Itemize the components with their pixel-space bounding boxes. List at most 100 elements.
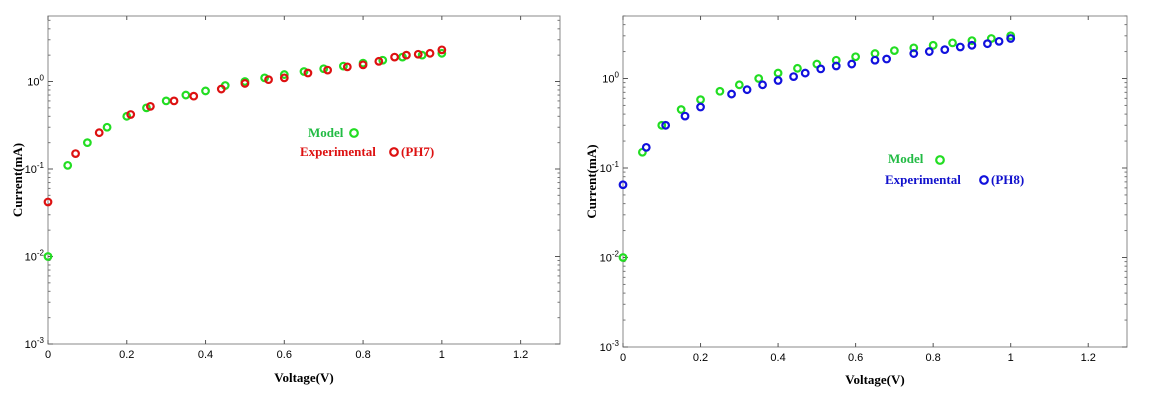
legend-entry-experimental: Experimental (PH7) xyxy=(300,144,434,159)
legend-entry-experimental: Experimental (PH8) xyxy=(885,172,1024,187)
series-experimental xyxy=(618,34,1016,190)
data-point xyxy=(425,48,435,58)
x-tick-label: 1 xyxy=(439,349,445,361)
data-point xyxy=(882,54,892,64)
data-point xyxy=(618,253,628,262)
y-tick-label: 10-1 xyxy=(600,160,620,175)
data-point xyxy=(657,120,667,130)
data-point xyxy=(800,68,810,78)
legend-label: Experimental xyxy=(885,172,961,187)
data-point xyxy=(924,47,934,56)
data-point xyxy=(816,64,826,74)
data-point xyxy=(390,52,399,62)
legend-suffix: (PH7) xyxy=(401,144,434,159)
x-tick-label: 0.4 xyxy=(770,352,785,364)
x-tick-label: 0.6 xyxy=(277,349,292,361)
data-point xyxy=(983,39,992,49)
legend-marker xyxy=(935,155,945,165)
data-point xyxy=(126,110,136,119)
data-point xyxy=(216,84,226,94)
data-point xyxy=(303,68,313,78)
series-model xyxy=(618,31,1016,262)
y-tick-label: 10-1 xyxy=(25,161,45,176)
data-point xyxy=(758,80,767,90)
data-point xyxy=(181,90,191,100)
data-point xyxy=(870,55,880,65)
data-point xyxy=(889,46,899,55)
x-tick-label: 0.8 xyxy=(355,349,370,361)
data-point xyxy=(715,86,725,96)
data-point xyxy=(279,70,289,79)
data-point xyxy=(102,122,112,132)
data-point xyxy=(338,61,348,71)
data-point xyxy=(43,197,53,207)
x-tick-label: 0.4 xyxy=(198,349,213,361)
x-tick-label: 1 xyxy=(1008,352,1014,364)
y-axis-title: Current(mA) xyxy=(10,143,25,217)
data-point xyxy=(754,74,764,83)
y-tick-label: 10-3 xyxy=(25,336,45,351)
chart-panel-1: 0 0.2 0.4 0.6 0.8 1 1.2 10-3 10-2 10-1 100 Voltage(… xyxy=(10,15,561,385)
data-point xyxy=(358,60,368,70)
legend-entry-model: Model xyxy=(888,151,945,166)
data-point xyxy=(413,49,423,59)
data-point xyxy=(189,91,199,101)
data-point xyxy=(967,36,977,46)
data-point xyxy=(279,73,289,83)
data-point xyxy=(661,120,671,130)
data-point xyxy=(437,48,447,58)
data-point xyxy=(773,68,783,78)
plot-frame xyxy=(622,15,1128,348)
series-experimental xyxy=(43,45,447,207)
data-point xyxy=(696,95,705,105)
data-point xyxy=(789,72,798,82)
legend-label: Experimental xyxy=(300,144,376,159)
x-tick-label: 0.8 xyxy=(926,352,941,364)
data-point xyxy=(402,50,411,60)
data-point xyxy=(641,142,651,152)
x-tick-label: 0 xyxy=(45,349,51,361)
legend-suffix: (PH8) xyxy=(991,172,1024,187)
y-tick-label: 100 xyxy=(27,74,44,89)
data-point xyxy=(437,45,447,55)
legend-marker xyxy=(979,175,989,185)
data-point xyxy=(240,79,250,88)
data-point xyxy=(374,56,384,66)
data-point xyxy=(201,86,210,96)
data-point xyxy=(948,38,957,48)
data-point xyxy=(342,62,352,72)
data-point xyxy=(378,55,388,65)
y-axis-title: Current(mA) xyxy=(584,144,599,218)
legend-entry-model: Model xyxy=(308,125,359,140)
series-model xyxy=(43,48,447,261)
data-point xyxy=(909,49,919,58)
data-point xyxy=(955,42,965,52)
data-point xyxy=(967,40,977,50)
data-point xyxy=(1006,34,1016,43)
data-point xyxy=(63,160,73,170)
data-point xyxy=(323,65,333,75)
data-point xyxy=(161,96,171,106)
data-point xyxy=(71,149,80,158)
legend-marker xyxy=(349,128,359,138)
x-tick-label: 0.2 xyxy=(119,349,134,361)
data-point xyxy=(264,75,273,85)
data-point xyxy=(994,36,1004,46)
x-axis-title: Voltage(V) xyxy=(845,372,904,387)
y-tick-label: 100 xyxy=(602,71,619,86)
data-point xyxy=(831,61,841,71)
x-tick-label: 1.2 xyxy=(1081,352,1096,364)
data-point xyxy=(82,138,92,148)
chart-panel-2: 0 0.2 0.4 0.6 0.8 1 1.2 10-3 10-2 10-1 100 Voltage(… xyxy=(584,15,1128,387)
x-tick-label: 1.2 xyxy=(513,349,528,361)
data-point xyxy=(417,50,427,60)
data-point xyxy=(169,96,179,106)
legend-marker xyxy=(389,147,399,157)
data-point xyxy=(734,80,744,90)
plot-frame xyxy=(47,15,561,345)
data-point xyxy=(696,102,705,112)
legend-label: Model xyxy=(888,151,924,166)
data-point xyxy=(94,128,104,138)
data-point xyxy=(680,111,690,121)
